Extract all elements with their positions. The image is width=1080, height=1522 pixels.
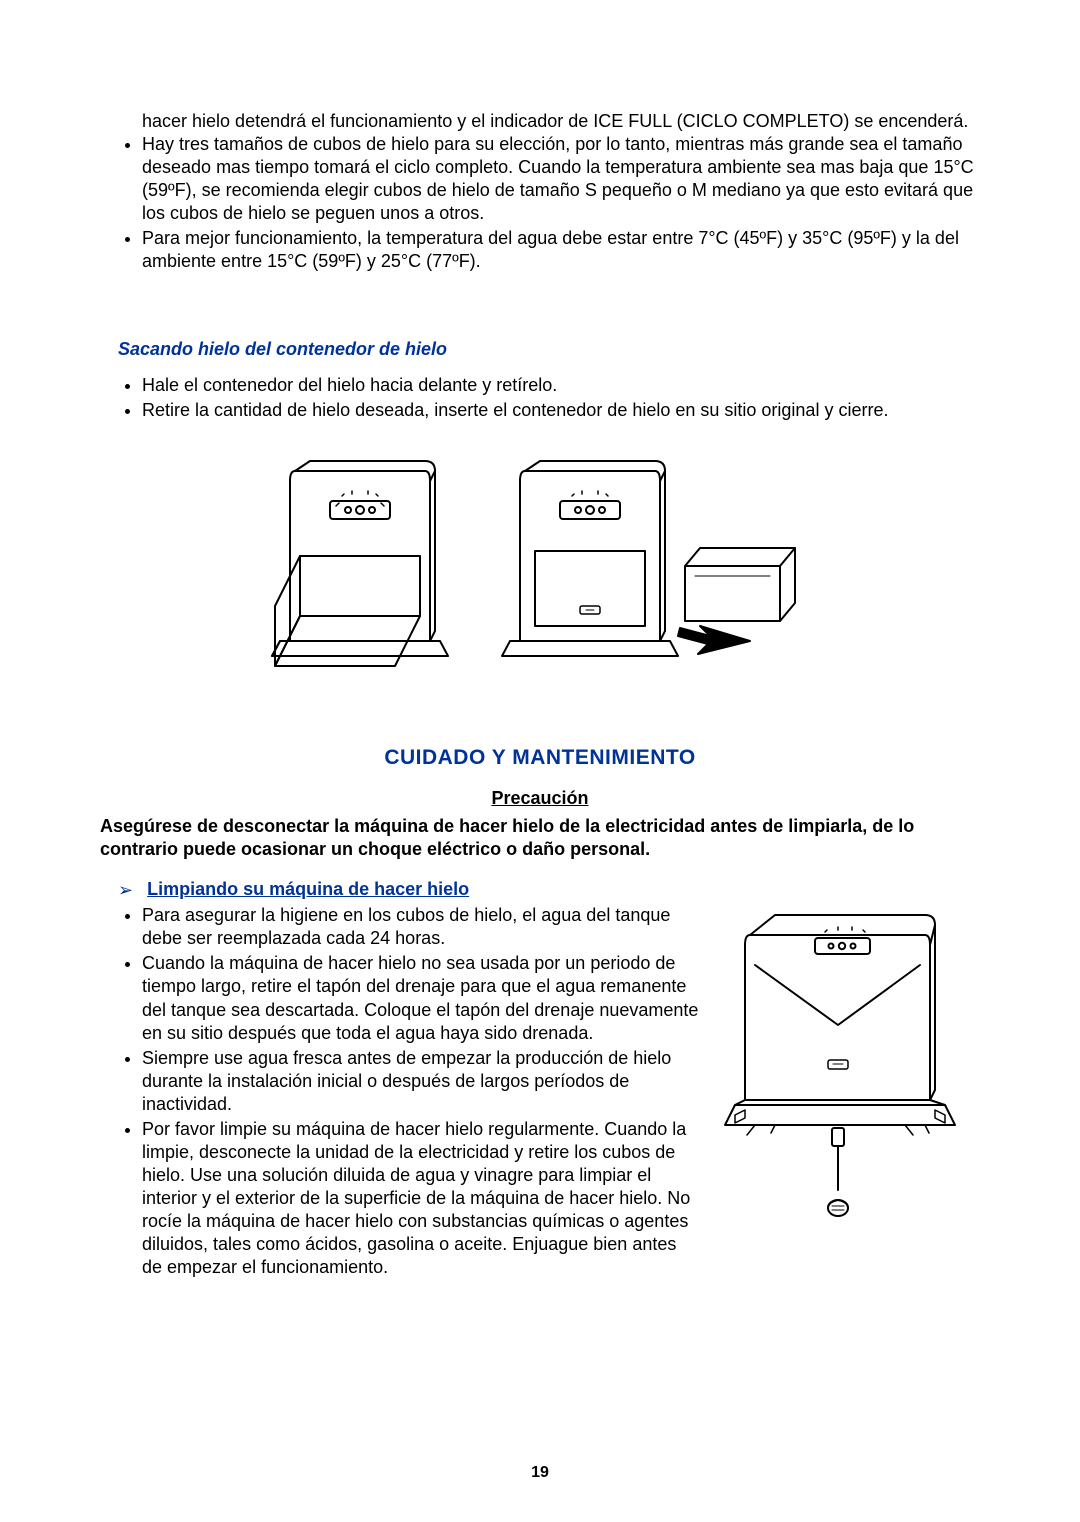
intro-continuation: hacer hielo detendrá el funcionamiento y…: [142, 110, 980, 133]
ice-machine-open-figure: [500, 456, 810, 686]
document-page: hacer hielo detendrá el funcionamiento y…: [0, 0, 1080, 1522]
list-item: Para mejor funcionamiento, la temperatur…: [142, 227, 980, 273]
list-item: Por favor limpie su máquina de hacer hie…: [142, 1118, 700, 1279]
caution-text: Asegúrese de desconectar la máquina de h…: [100, 815, 980, 861]
removing-heading: Sacando hielo del contenedor de hielo: [118, 339, 980, 360]
list-item: Hay tres tamaños de cubos de hielo para …: [142, 133, 980, 225]
care-heading: CUIDADO Y MANTENIMIENTO: [100, 746, 980, 770]
figure-row: [100, 456, 980, 686]
ice-machine-closed-figure: [270, 456, 450, 686]
list-item: Hale el contenedor del hielo hacia delan…: [142, 374, 980, 397]
caution-label: Precaución: [100, 788, 980, 809]
arrow-icon: ➢: [118, 879, 133, 902]
cleaning-heading-row: ➢ Limpiando su máquina de hacer hielo: [118, 879, 980, 902]
page-number: 19: [0, 1464, 1080, 1482]
list-item: Siempre use agua fresca antes de empezar…: [142, 1047, 700, 1116]
intro-bullets: Hay tres tamaños de cubos de hielo para …: [120, 133, 980, 273]
list-item: Retire la cantidad de hielo deseada, ins…: [142, 399, 980, 422]
list-item: Cuando la máquina de hacer hielo no sea …: [142, 952, 700, 1044]
cleaning-bullets: Para asegurar la higiene en los cubos de…: [120, 904, 700, 1279]
cleaning-section: Para asegurar la higiene en los cubos de…: [100, 904, 980, 1281]
cleaning-label: Limpiando su máquina de hacer hielo: [147, 879, 469, 900]
list-item: Para asegurar la higiene en los cubos de…: [142, 904, 700, 950]
ice-machine-drain-figure: [720, 910, 960, 1250]
removing-bullets: Hale el contenedor del hielo hacia delan…: [120, 374, 980, 422]
